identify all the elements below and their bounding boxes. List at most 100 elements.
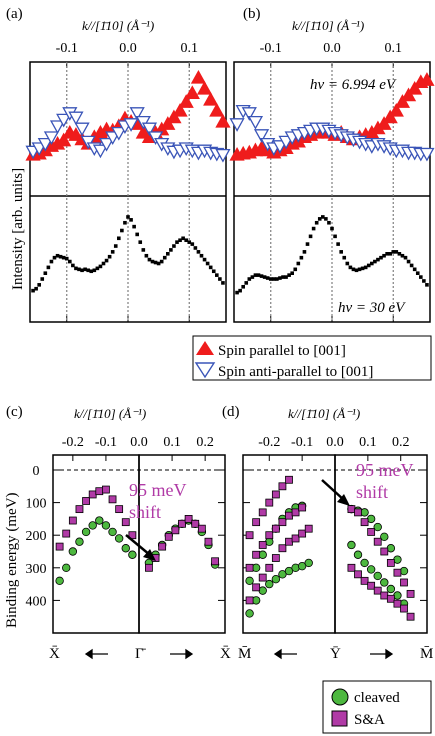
sa-point	[252, 518, 261, 527]
cleaved-point	[399, 566, 409, 576]
cleaved-point	[114, 534, 124, 543]
cleaved-point	[108, 527, 117, 537]
hv30-point	[80, 268, 84, 273]
spin-parallel-point	[376, 116, 392, 130]
panel-d-shift-line2: shift	[356, 482, 388, 502]
panel-c-shift-arrow	[125, 534, 151, 556]
arrow-d-right-head	[385, 648, 394, 660]
spin-parallel-point	[166, 109, 182, 124]
spin-antiparallel-point	[215, 148, 231, 163]
hv30-point	[265, 276, 270, 280]
hv30-point	[366, 263, 371, 268]
panel-b-tick-label: 0.1	[385, 41, 403, 56]
sa-point	[278, 544, 287, 553]
hv30-point	[244, 281, 249, 285]
spin-antiparallel-point	[56, 113, 72, 128]
hv30-point	[120, 228, 124, 233]
sa-point	[360, 576, 369, 585]
sa-point	[278, 482, 287, 491]
sa-point	[373, 586, 382, 595]
sa-point	[115, 505, 124, 514]
hv30-point	[74, 266, 78, 271]
hv30-point	[150, 259, 155, 264]
sa-point	[75, 505, 84, 514]
panel-d-kaxis-label: k//[1̄10] (Å⁻¹)	[288, 406, 360, 421]
cleaved-point	[380, 578, 389, 587]
cleaved-point	[55, 576, 64, 586]
panel-d-tick-label: 0.1	[359, 435, 377, 450]
hv30-point	[259, 274, 264, 278]
panel-c-kaxis-label: k//[1̄10] (Å⁻¹)	[74, 406, 146, 421]
hv30-point	[172, 244, 176, 248]
hv30-point	[181, 236, 185, 241]
spin-antiparallel-point	[229, 118, 245, 132]
hv30-point	[235, 290, 239, 295]
spin-legend-box	[192, 335, 432, 381]
sa-point	[258, 541, 267, 549]
arrow-d-left-head	[273, 648, 282, 660]
hv30-point	[290, 271, 294, 275]
y-label-top: Intensity [arb. units]	[10, 168, 26, 290]
sa-point	[386, 559, 395, 567]
sa-point	[265, 563, 274, 572]
hv30-point	[123, 220, 127, 225]
sa-point	[393, 599, 402, 608]
panel-a-tick-label: 0.1	[181, 41, 199, 56]
hv-top-label: hv = 6.994 eV	[310, 77, 397, 93]
spin-antiparallel-point	[80, 135, 96, 150]
bottom-marks	[55, 475, 415, 621]
hv30-point	[144, 253, 149, 258]
spin-parallel-point	[382, 109, 398, 124]
cleaved-point	[121, 544, 130, 553]
sa-point	[245, 596, 254, 605]
hv30-point	[293, 267, 298, 272]
panel-d-point-right: M̄	[420, 646, 433, 662]
hv30-point	[61, 255, 66, 260]
cleaved-point	[386, 544, 396, 553]
hv30-point	[272, 277, 276, 281]
hv30-point	[86, 268, 90, 273]
hv30-point	[147, 257, 152, 262]
sa-point	[265, 498, 274, 507]
panel-c-shift-line2: shift	[129, 502, 161, 522]
hv30-point	[348, 265, 353, 270]
hv30-point	[382, 253, 386, 258]
direction-arrows	[84, 648, 394, 660]
hv30-point	[388, 252, 392, 256]
sa-point	[354, 508, 362, 517]
hv30-point	[360, 266, 365, 271]
cleaved-point	[360, 558, 369, 568]
spin-antiparallel-point	[241, 107, 257, 121]
binding-energy-tick-label: 100	[26, 497, 47, 512]
cleaved-point	[251, 596, 261, 605]
cleaved-point	[284, 566, 294, 576]
hv30-point	[77, 267, 81, 272]
hv30-point	[129, 218, 133, 222]
hv30-point	[156, 261, 161, 266]
panel-d-right-frame	[334, 454, 428, 634]
panel-d-shift-arrowhead	[337, 494, 350, 506]
sa-point	[102, 485, 110, 494]
panel-d-point-left: M̄	[238, 646, 251, 662]
hv30-point	[211, 269, 216, 274]
cleaved-point	[95, 516, 104, 525]
arrow-c-left-head	[84, 648, 93, 660]
spin-antiparallel-point	[135, 115, 151, 130]
sa-point	[271, 524, 280, 533]
panel-c-tick-label: 0.0	[130, 435, 148, 450]
hv30-point	[422, 279, 426, 283]
spin-parallel-point	[215, 113, 231, 128]
panel-c-tick-label: -0.2	[62, 435, 84, 450]
hv30-point	[58, 254, 63, 259]
cleaved-point	[386, 584, 396, 594]
sa-point	[145, 563, 153, 572]
hv30-point	[162, 255, 167, 260]
hv30-point	[397, 252, 402, 256]
cleaved-point	[62, 563, 71, 572]
hv30-point	[202, 257, 207, 262]
hv30-point	[317, 217, 322, 221]
spin-antiparallel-point	[68, 111, 84, 126]
sa-point	[298, 503, 307, 512]
sa-point	[400, 578, 408, 587]
cleaved-point	[101, 521, 111, 530]
